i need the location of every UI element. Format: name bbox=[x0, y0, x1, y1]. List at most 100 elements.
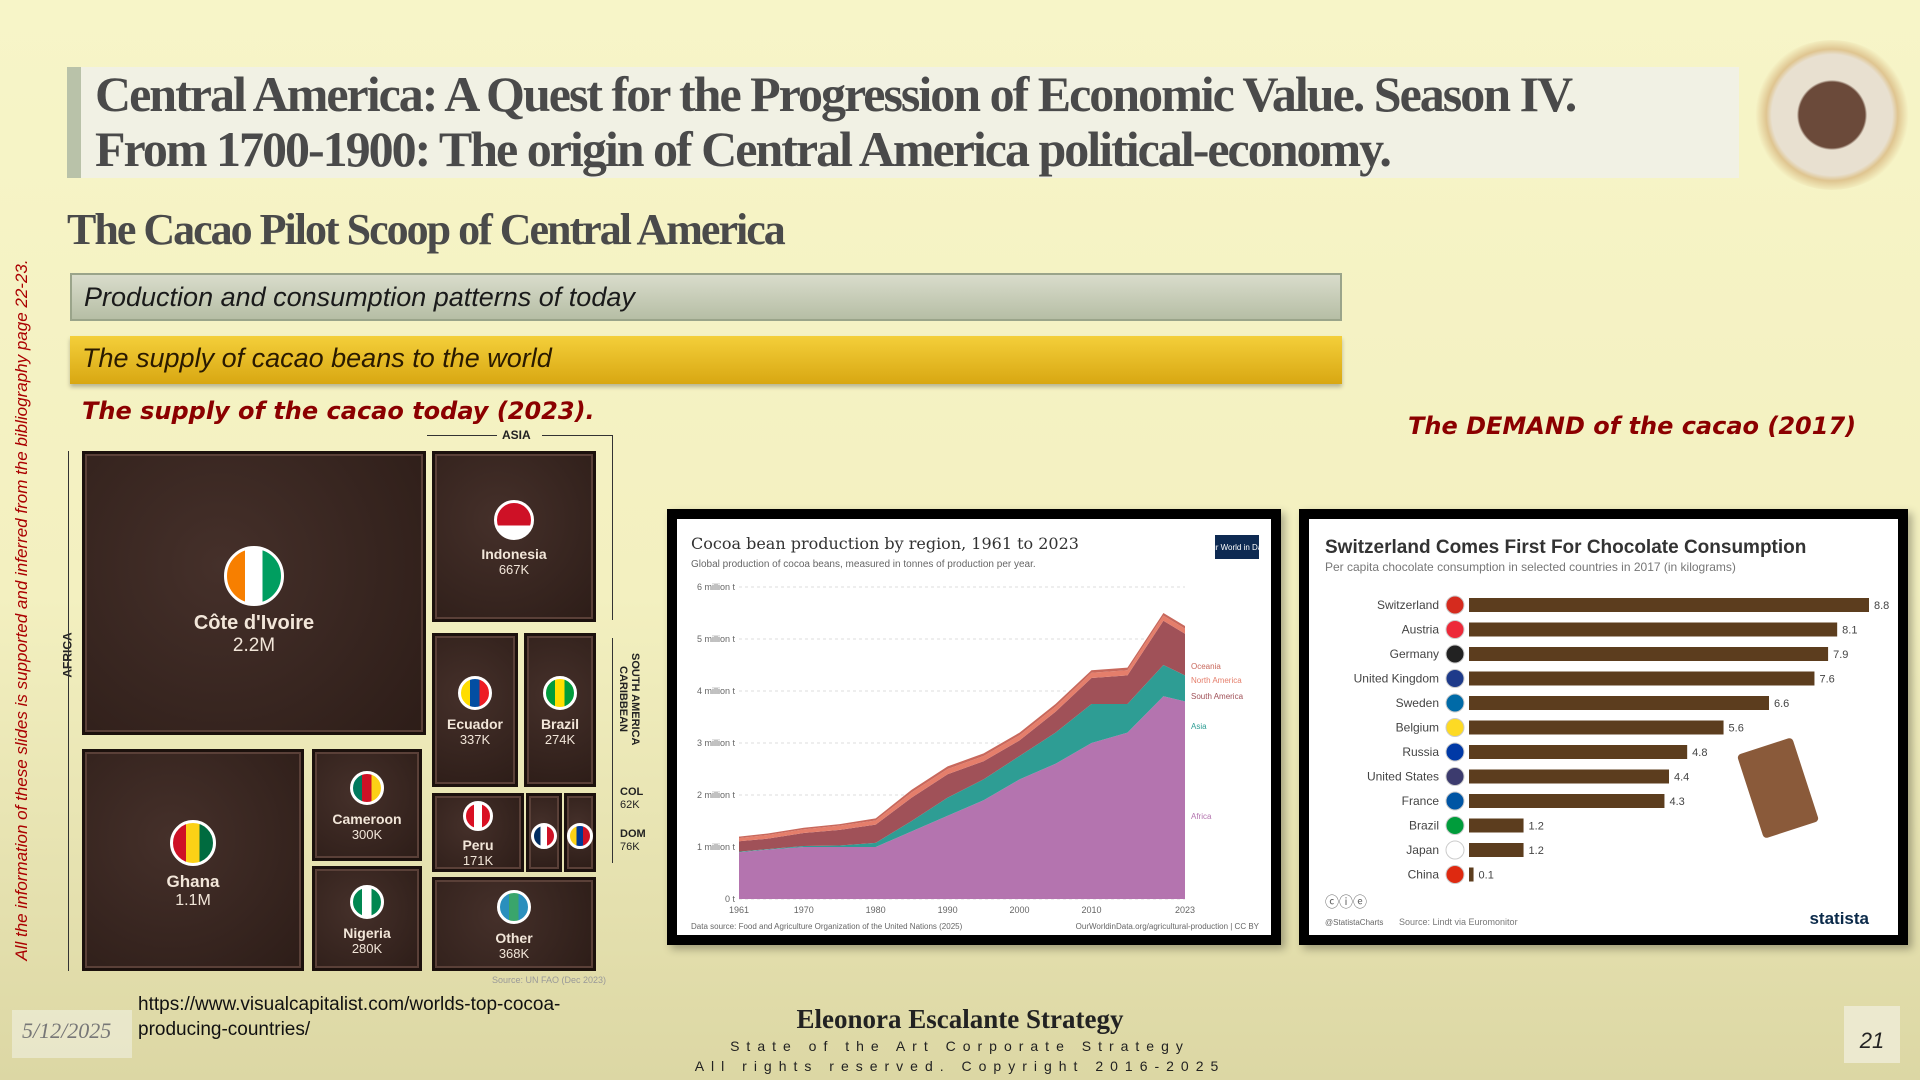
cc-license-icon: ⓒⓘⓔ bbox=[1325, 894, 1367, 910]
bracket-africa bbox=[68, 451, 69, 971]
category-label: Germany bbox=[1390, 647, 1439, 661]
bar bbox=[1469, 818, 1524, 833]
bar bbox=[1469, 696, 1769, 710]
outside-label-dom: DOM 76K bbox=[620, 828, 646, 854]
area-series-africa bbox=[739, 696, 1185, 899]
flag-icon bbox=[531, 823, 557, 849]
country-name: Peru bbox=[462, 836, 494, 853]
y-tick-label: 3 million t bbox=[697, 738, 736, 748]
bar-value-label: 0.1 bbox=[1479, 870, 1494, 882]
supply-label: The supply of the cacao today (2023). bbox=[82, 397, 595, 425]
y-tick-label: 5 million t bbox=[697, 634, 736, 644]
category-label: Switzerland bbox=[1377, 598, 1439, 612]
chart-credit: OurWorldinData.org/agricultural-producti… bbox=[1076, 922, 1260, 931]
bar-value-label: 1.2 bbox=[1529, 821, 1544, 833]
treemap-tile-nigeria: Nigeria 280K bbox=[312, 866, 422, 971]
title-line-2: From 1700-1900: The origin of Central Am… bbox=[95, 121, 1392, 177]
bar-value-label: 8.8 bbox=[1874, 600, 1889, 612]
treemap-tile-peru: Peru 171K bbox=[432, 793, 524, 872]
country-value: 1.1M bbox=[175, 892, 211, 909]
company-name: Eleonora Escalante Strategy bbox=[796, 1004, 1124, 1034]
country-name: DOM bbox=[620, 828, 646, 840]
country-name: COL bbox=[620, 786, 644, 798]
title-line-1: Central America: A Quest for the Progres… bbox=[95, 67, 1577, 122]
bar bbox=[1469, 720, 1724, 735]
bracket-asia bbox=[542, 435, 612, 436]
x-tick-label: 2023 bbox=[1175, 905, 1195, 915]
treemap-tile-brazil: Brazil 274K bbox=[524, 633, 596, 787]
flag-icon bbox=[1445, 595, 1465, 615]
chart-source: Data source: Food and Agriculture Organi… bbox=[691, 922, 963, 931]
treemap-tile-dom bbox=[526, 793, 562, 872]
category-label: United States bbox=[1367, 770, 1439, 784]
country-value: 171K bbox=[462, 852, 494, 868]
country-name: Nigeria bbox=[343, 924, 391, 941]
consumption-chart-frame: Switzerland Comes First For Chocolate Co… bbox=[1299, 509, 1908, 945]
subsection-bar: The supply of cacao beans to the world bbox=[70, 336, 1342, 384]
flag-icon bbox=[1445, 767, 1465, 786]
category-label: France bbox=[1402, 794, 1440, 808]
category-label: Brazil bbox=[1409, 819, 1439, 833]
statista-handle: @StatistaCharts bbox=[1325, 918, 1383, 927]
x-tick-label: 1990 bbox=[938, 905, 958, 915]
flag-icon bbox=[1445, 816, 1465, 835]
y-tick-label: 0 t bbox=[725, 894, 736, 904]
bar bbox=[1469, 671, 1815, 686]
flag-icon bbox=[224, 546, 284, 606]
country-name: Indonesia bbox=[481, 545, 547, 562]
section-bar: Production and consumption patterns of t… bbox=[70, 273, 1342, 321]
flag-icon bbox=[1445, 840, 1465, 860]
bar-value-label: 7.6 bbox=[1819, 674, 1834, 686]
flag-icon bbox=[494, 499, 534, 540]
bracket-asia-right bbox=[612, 435, 613, 620]
section-heading: The Cacao Pilot Scoop of Central America bbox=[67, 205, 786, 254]
category-label: Japan bbox=[1406, 843, 1439, 857]
copyright: All rights reserved. Copyright 2016-2025 bbox=[694, 1058, 1226, 1074]
series-label: North America bbox=[1191, 676, 1242, 685]
date-box bbox=[12, 1010, 132, 1058]
bar bbox=[1469, 843, 1524, 857]
flag-icon bbox=[1445, 791, 1465, 811]
country-value: 274K bbox=[544, 732, 576, 747]
outside-label-col: COL 62K bbox=[620, 786, 643, 812]
bar-value-label: 4.8 bbox=[1692, 747, 1707, 759]
bar-value-label: 4.4 bbox=[1674, 772, 1689, 784]
y-tick-label: 6 million t bbox=[697, 582, 736, 592]
category-label: Belgium bbox=[1396, 721, 1439, 735]
treemap-tile-other: Other 368K bbox=[432, 877, 596, 971]
x-tick-label: 2010 bbox=[1081, 905, 1101, 915]
bar bbox=[1469, 622, 1838, 637]
bar-value-label: 6.6 bbox=[1774, 698, 1789, 710]
country-value: 368K bbox=[498, 946, 530, 961]
country-value: 2.2M bbox=[232, 635, 276, 656]
flag-icon bbox=[350, 884, 384, 919]
cacao-cup-image bbox=[1752, 40, 1912, 190]
category-label: Russia bbox=[1402, 745, 1439, 759]
x-tick-label: 2000 bbox=[1010, 905, 1030, 915]
chart-title: Switzerland Comes First For Chocolate Co… bbox=[1325, 537, 1806, 558]
country-name: Brazil bbox=[540, 716, 580, 732]
country-value: 76K bbox=[620, 841, 640, 853]
bar-value-label: 5.6 bbox=[1729, 723, 1744, 735]
x-tick-label: 1980 bbox=[866, 905, 886, 915]
flag-icon bbox=[567, 823, 593, 849]
category-label: United Kingdom bbox=[1354, 672, 1439, 686]
bar bbox=[1469, 867, 1474, 882]
bracket-sa-right bbox=[612, 638, 613, 863]
source-link[interactable]: https://www.visualcapitalist.com/worlds-… bbox=[138, 994, 561, 1040]
production-area-chart: Cocoa bean production by region, 1961 to… bbox=[691, 534, 1269, 931]
chocolate-bar-image bbox=[1737, 738, 1819, 838]
treemap-tile-col bbox=[564, 793, 596, 872]
flag-icon bbox=[1445, 644, 1465, 664]
country-value: 300K bbox=[351, 827, 383, 842]
page-number: 21 bbox=[1844, 1006, 1900, 1063]
chart-subtitle: Per capita chocolate consumption in sele… bbox=[1325, 560, 1736, 574]
category-label: Sweden bbox=[1396, 696, 1439, 710]
region-label-south-america: SOUTH AMERICA CARIBBEAN bbox=[617, 652, 641, 746]
country-value: 62K bbox=[620, 799, 640, 811]
treemap-tile-indonesia: Indonesia 667K bbox=[432, 451, 596, 622]
flag-icon bbox=[1445, 718, 1465, 737]
country-name: Other bbox=[495, 930, 533, 946]
y-tick-label: 2 million t bbox=[697, 790, 736, 800]
consumption-bar-chart: Switzerland Comes First For Chocolate Co… bbox=[1325, 537, 1889, 928]
